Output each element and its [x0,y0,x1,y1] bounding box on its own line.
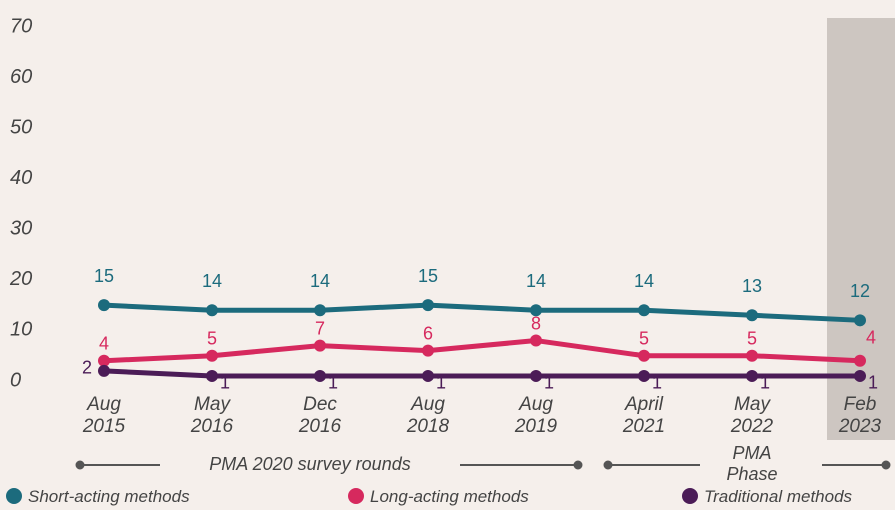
data-label: 7 [315,318,325,338]
data-label: 8 [531,313,541,333]
point [530,369,542,382]
x-tick-label: May 2016 [190,394,234,437]
x-tick-label: Aug 2019 [514,394,558,437]
data-label: 4 [866,328,876,348]
legend-label: Short-acting methods [28,487,190,506]
y-tick-label: 20 [9,268,32,290]
point [98,354,110,367]
data-label: 4 [99,334,109,354]
point [854,314,866,327]
legend-item: Short-acting methods [6,487,190,507]
point [422,369,434,382]
data-label: 1 [652,373,662,393]
x-tick-label: May 2022 [730,394,774,437]
point [98,364,110,377]
series-line [103,368,860,379]
series-line [103,302,861,323]
point [422,344,434,357]
point [638,304,650,317]
data-label: 13 [742,276,762,296]
annotation: PMA 2020 survey rounds [209,454,411,474]
point [638,369,650,382]
y-tick-label: 0 [10,369,21,391]
data-label: 5 [207,328,217,348]
data-label: 1 [868,373,878,393]
point [854,369,866,382]
legend-label: Traditional methods [704,487,853,506]
data-label: 1 [436,373,446,393]
data-label: 15 [94,266,114,286]
x-tick-label: Aug 2018 [406,394,450,437]
point [746,349,758,362]
bracket [75,460,891,470]
data-label: 14 [526,271,546,291]
point [422,299,434,312]
y-tick-label: 10 [10,319,32,341]
data-label: 14 [310,271,330,291]
point [530,304,542,317]
point [314,369,326,382]
point [314,339,326,352]
point [206,369,218,382]
legend-swatch [348,488,364,504]
y-tick-label: 70 [10,15,32,37]
data-label: 1 [544,373,554,393]
x-tick-label: Dec 2016 [298,394,342,437]
y-tick-label: 50 [10,116,32,138]
data-label: 1 [328,373,338,393]
legend-swatch [6,488,22,504]
y-tick-label: 60 [10,66,32,88]
series-line [103,338,861,364]
x-tick-label: April 2021 [622,394,666,437]
x-tick-label: Aug 2015 [82,394,126,437]
point [530,334,542,347]
point [206,349,218,362]
y-tick-label: 30 [10,218,32,240]
point [314,304,326,317]
data-label: 1 [760,373,770,393]
legend-item: Long-acting methods [348,487,529,507]
point [206,304,218,317]
data-label: 6 [423,323,433,343]
legend-swatch [682,488,698,504]
data-label: 5 [639,328,649,348]
point [854,354,866,367]
data-label: 12 [850,281,870,301]
point [746,369,758,382]
data-label: 1 [220,373,230,393]
annotation: PMA Phase [726,443,778,484]
x-tick-label: Feb 2023 [838,394,882,437]
data-label: 2 [82,358,92,378]
y-tick-label: 40 [10,167,32,189]
point [98,299,110,312]
data-label: 14 [634,271,654,291]
data-label: 5 [747,328,757,348]
legend-item: Traditional methods [682,487,852,507]
data-label: 14 [202,271,222,291]
point [638,349,650,362]
highlight-band [827,18,895,440]
legend-label: Long-acting methods [370,487,529,506]
point [746,309,758,322]
data-label: 15 [418,266,438,286]
